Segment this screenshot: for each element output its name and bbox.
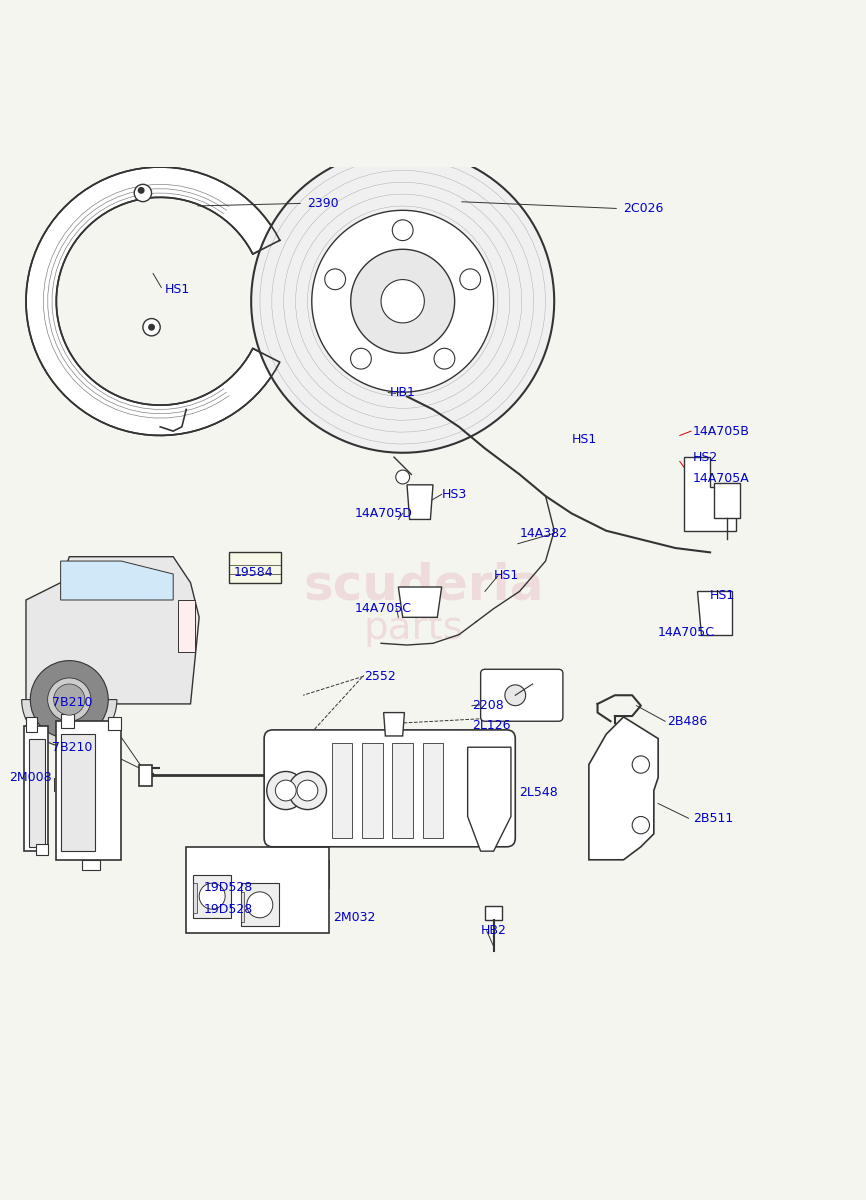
Circle shape bbox=[297, 780, 318, 800]
Circle shape bbox=[30, 661, 108, 738]
Polygon shape bbox=[381, 280, 424, 323]
Circle shape bbox=[632, 756, 650, 773]
Polygon shape bbox=[589, 716, 658, 859]
Text: 2B511: 2B511 bbox=[693, 811, 733, 824]
Text: HS3: HS3 bbox=[442, 488, 467, 500]
Polygon shape bbox=[423, 743, 443, 838]
Text: 14A705A: 14A705A bbox=[693, 473, 750, 485]
Polygon shape bbox=[485, 906, 502, 920]
Circle shape bbox=[148, 324, 155, 331]
Text: 14A705C: 14A705C bbox=[658, 626, 715, 640]
Circle shape bbox=[134, 185, 152, 202]
Circle shape bbox=[392, 220, 413, 241]
Circle shape bbox=[199, 883, 225, 910]
Polygon shape bbox=[22, 700, 117, 748]
Text: 19D528: 19D528 bbox=[204, 902, 253, 916]
Text: 14A705B: 14A705B bbox=[693, 425, 750, 438]
Polygon shape bbox=[312, 210, 494, 392]
Circle shape bbox=[275, 780, 296, 800]
Circle shape bbox=[288, 772, 326, 810]
FancyBboxPatch shape bbox=[264, 730, 515, 847]
Polygon shape bbox=[392, 743, 413, 838]
Text: 14A382: 14A382 bbox=[520, 527, 567, 540]
Text: HB2: HB2 bbox=[481, 924, 507, 937]
Text: 7B210: 7B210 bbox=[52, 740, 93, 754]
Polygon shape bbox=[229, 552, 281, 583]
Text: HS1: HS1 bbox=[165, 283, 190, 296]
Text: 2M008: 2M008 bbox=[9, 772, 51, 784]
Text: 2552: 2552 bbox=[364, 670, 396, 683]
Polygon shape bbox=[178, 600, 195, 652]
Polygon shape bbox=[193, 883, 197, 913]
Polygon shape bbox=[82, 859, 100, 870]
Circle shape bbox=[143, 318, 160, 336]
Polygon shape bbox=[241, 883, 279, 926]
Text: 2208: 2208 bbox=[472, 700, 504, 712]
Circle shape bbox=[460, 269, 481, 289]
Polygon shape bbox=[61, 734, 95, 851]
Polygon shape bbox=[384, 713, 404, 736]
Text: 2C026: 2C026 bbox=[624, 202, 664, 215]
Text: scuderia: scuderia bbox=[303, 562, 544, 610]
Polygon shape bbox=[61, 714, 74, 728]
Circle shape bbox=[325, 269, 346, 289]
Text: 2M032: 2M032 bbox=[333, 911, 376, 924]
Text: 2L126: 2L126 bbox=[472, 719, 510, 732]
Circle shape bbox=[505, 685, 526, 706]
Text: HS1: HS1 bbox=[572, 433, 597, 446]
Text: HS1: HS1 bbox=[494, 569, 519, 582]
FancyBboxPatch shape bbox=[186, 847, 329, 934]
Circle shape bbox=[434, 348, 455, 370]
Circle shape bbox=[54, 684, 85, 715]
Polygon shape bbox=[398, 587, 442, 617]
Polygon shape bbox=[139, 764, 152, 786]
Text: HS1: HS1 bbox=[710, 589, 735, 602]
Polygon shape bbox=[407, 485, 433, 520]
FancyBboxPatch shape bbox=[481, 670, 563, 721]
Text: HS2: HS2 bbox=[693, 451, 718, 463]
Text: 2B486: 2B486 bbox=[667, 715, 707, 727]
Text: HB1: HB1 bbox=[390, 385, 416, 398]
Polygon shape bbox=[56, 721, 121, 859]
Polygon shape bbox=[61, 562, 173, 600]
Text: parts: parts bbox=[364, 608, 463, 647]
Circle shape bbox=[267, 772, 305, 810]
Polygon shape bbox=[108, 716, 121, 730]
Polygon shape bbox=[468, 748, 511, 851]
Circle shape bbox=[396, 470, 410, 484]
Polygon shape bbox=[24, 726, 48, 851]
Text: 14A705D: 14A705D bbox=[355, 506, 413, 520]
Polygon shape bbox=[26, 167, 280, 436]
Polygon shape bbox=[362, 743, 383, 838]
Polygon shape bbox=[684, 457, 736, 530]
Polygon shape bbox=[29, 738, 45, 847]
Polygon shape bbox=[193, 875, 231, 918]
Polygon shape bbox=[26, 716, 37, 732]
Text: 14A705C: 14A705C bbox=[355, 602, 412, 616]
Text: 2L548: 2L548 bbox=[520, 786, 559, 799]
Text: 19D528: 19D528 bbox=[204, 881, 253, 894]
Polygon shape bbox=[697, 592, 732, 635]
Polygon shape bbox=[241, 892, 244, 922]
Text: 19584: 19584 bbox=[234, 565, 274, 578]
Circle shape bbox=[247, 892, 273, 918]
Text: 7B210: 7B210 bbox=[52, 696, 93, 709]
Circle shape bbox=[48, 678, 91, 721]
Polygon shape bbox=[251, 150, 554, 452]
Polygon shape bbox=[714, 484, 740, 517]
Circle shape bbox=[632, 816, 650, 834]
Polygon shape bbox=[351, 250, 455, 353]
Circle shape bbox=[138, 187, 145, 194]
Text: 2390: 2390 bbox=[307, 197, 339, 210]
Circle shape bbox=[351, 348, 372, 370]
Polygon shape bbox=[36, 845, 48, 856]
Polygon shape bbox=[332, 743, 352, 838]
Polygon shape bbox=[26, 557, 199, 704]
